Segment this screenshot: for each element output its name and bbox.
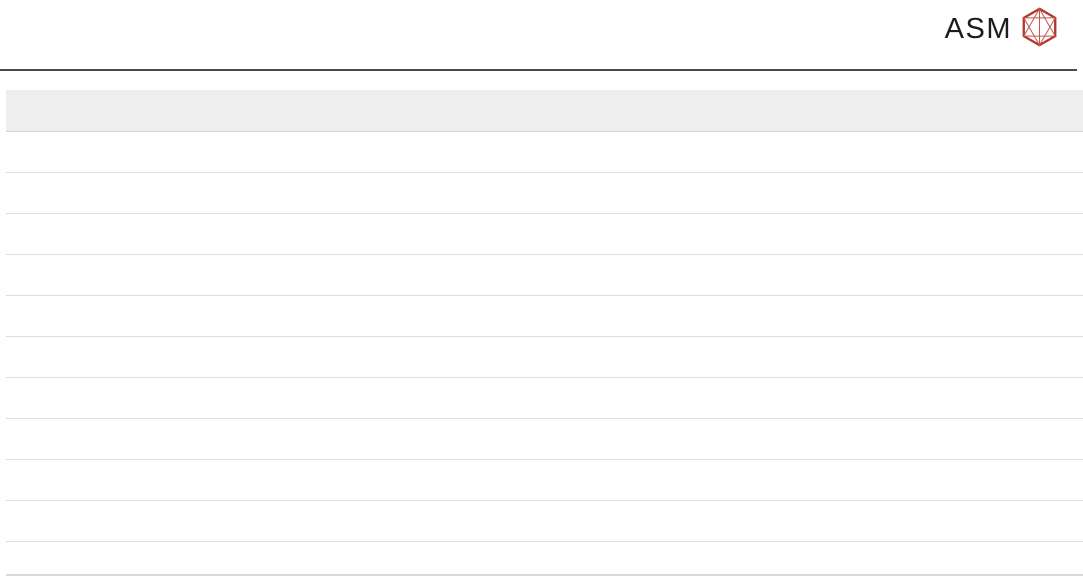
table-row <box>6 132 1083 173</box>
table-header-label <box>6 90 1083 131</box>
asm-hexagon-icon <box>1021 7 1058 47</box>
asm-logo-text: ASM <box>944 12 1012 45</box>
table-row <box>6 173 1083 214</box>
table-row <box>6 542 1083 576</box>
header-divider <box>0 69 1077 71</box>
table-row <box>6 255 1083 296</box>
asm-logo: ASM <box>945 7 1058 47</box>
table-body <box>6 132 1083 576</box>
data-table <box>6 90 1083 576</box>
table-row <box>6 460 1083 501</box>
table-header-row <box>6 90 1083 132</box>
table-row <box>6 501 1083 542</box>
table-row <box>6 419 1083 460</box>
top-header: ASM <box>0 0 1083 69</box>
table-row <box>6 296 1083 337</box>
table-row <box>6 378 1083 419</box>
table-row <box>6 214 1083 255</box>
table-row <box>6 337 1083 378</box>
